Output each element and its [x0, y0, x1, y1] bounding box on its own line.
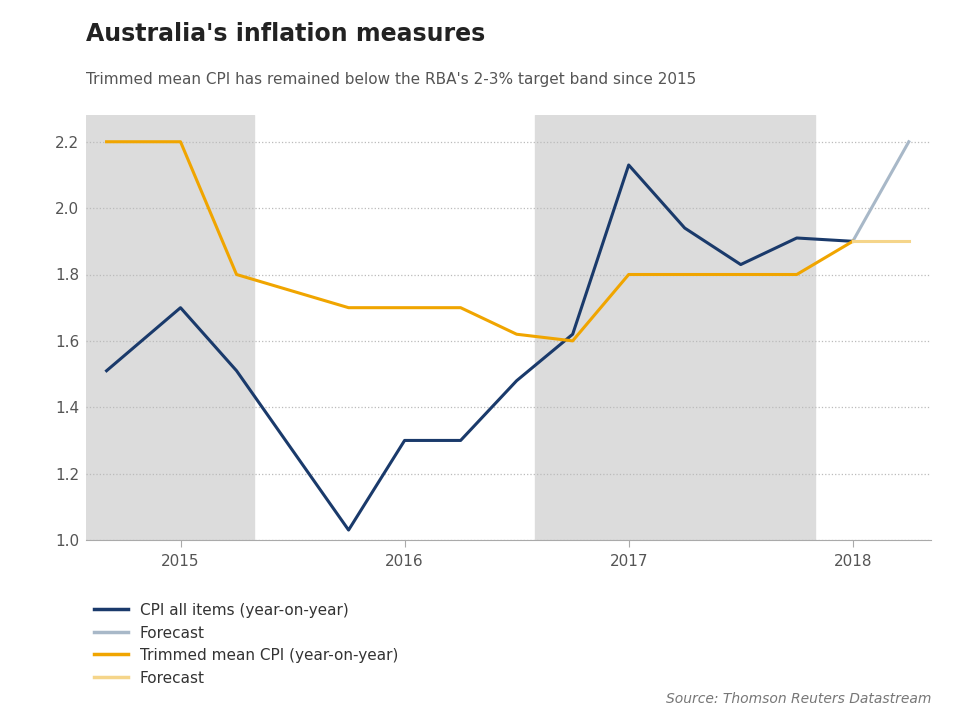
Bar — [86, 115, 254, 540]
Text: Trimmed mean CPI has remained below the RBA's 2-3% target band since 2015: Trimmed mean CPI has remained below the … — [86, 72, 697, 87]
Legend: CPI all items (year-on-year), Forecast, Trimmed mean CPI (year-on-year), Forecas: CPI all items (year-on-year), Forecast, … — [94, 603, 398, 686]
Text: Source: Thomson Reuters Datastream: Source: Thomson Reuters Datastream — [666, 692, 931, 706]
Bar — [535, 115, 815, 540]
Text: Australia's inflation measures: Australia's inflation measures — [86, 22, 486, 45]
